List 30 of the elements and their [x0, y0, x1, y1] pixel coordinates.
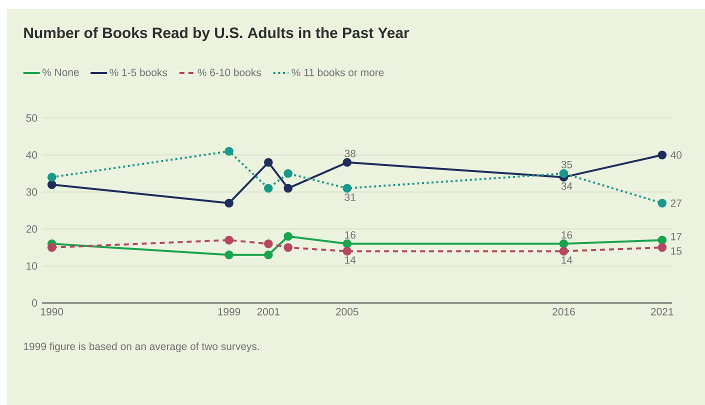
x-tick-label: 2001 [257, 308, 280, 316]
x-tick-label: 1990 [41, 308, 64, 316]
data-label: 14 [562, 256, 572, 264]
legend-label: % 11 books or more [292, 68, 384, 76]
data-label: 17 [671, 233, 682, 240]
legend-label: % None [42, 68, 79, 76]
data-label: 27 [670, 199, 682, 207]
chart-title: Number of Books Read by U.S. Adults in the Past Year [24, 27, 410, 42]
y-tick-label: 20 [26, 225, 38, 233]
y-tick-label: 10 [26, 262, 38, 270]
data-label: 16 [345, 231, 356, 239]
data-label: 34 [561, 182, 572, 190]
text: 1999 figure is based on an average of two surveys. [24, 342, 259, 352]
x-tick-label: 2021 [651, 308, 674, 316]
legend-label: % 6-10 books [198, 68, 261, 76]
data-label: 16 [562, 231, 572, 239]
data-label: 40 [670, 151, 682, 159]
data-label: 35 [561, 160, 572, 168]
data-label: 38 [344, 150, 356, 158]
data-label: 14 [345, 256, 356, 264]
legend-label: % 1-5 books [110, 68, 168, 76]
y-tick-label: 0 [32, 299, 38, 307]
x-tick-label: 2016 [552, 308, 575, 316]
y-tick-label: 40 [26, 151, 38, 159]
y-tick-label: 30 [26, 188, 38, 196]
data-label: 15 [671, 247, 682, 255]
y-tick-label: 50 [26, 114, 38, 122]
data-label: 31 [344, 194, 356, 201]
x-tick-label: 1999 [218, 308, 240, 316]
x-tick-label: 2005 [336, 308, 358, 316]
